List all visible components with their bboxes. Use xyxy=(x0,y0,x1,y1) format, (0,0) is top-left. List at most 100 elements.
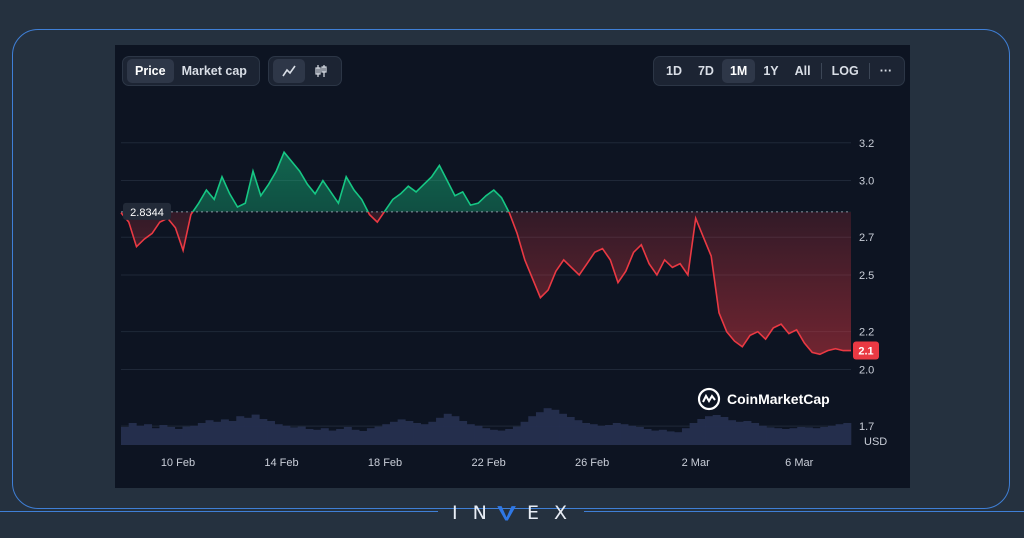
volume-bar xyxy=(620,424,629,445)
volume-bar xyxy=(420,424,429,445)
candlestick-icon xyxy=(315,65,327,77)
range-1d-button[interactable]: 1D xyxy=(666,64,682,78)
y-tick-label: 2.5 xyxy=(859,270,874,282)
volume-bar xyxy=(243,417,252,445)
volume-bar xyxy=(705,416,713,445)
volume-bar xyxy=(774,428,783,445)
range-all-button[interactable]: All xyxy=(794,64,811,78)
volume-bar xyxy=(666,431,675,445)
tab-market-cap[interactable]: Market cap xyxy=(181,64,247,78)
volume-bar xyxy=(735,421,744,445)
volume-bar xyxy=(274,424,283,445)
volume-bar xyxy=(635,427,644,445)
volume-bar xyxy=(512,426,521,445)
range-7d-button[interactable]: 7D xyxy=(697,64,714,78)
volume-bar xyxy=(220,419,229,445)
volume-bar xyxy=(443,413,452,445)
volume-bar xyxy=(305,429,314,445)
volume-bar xyxy=(820,427,829,445)
price-line-up xyxy=(191,150,510,212)
volume-bar xyxy=(382,424,391,445)
y-tick-label: 3.2 xyxy=(859,138,874,150)
volume-bar xyxy=(405,421,414,445)
volume-bar xyxy=(528,416,537,445)
watermark-text: CoinMarketCap xyxy=(727,391,830,407)
baseline-label-box xyxy=(123,202,171,220)
area-below-baseline xyxy=(121,211,851,355)
volume-bar xyxy=(267,421,275,445)
price-marketcap-toggle: Price Market cap xyxy=(122,56,260,86)
y-tick-label: 2.2 xyxy=(859,327,874,339)
toolbar-divider xyxy=(820,63,822,79)
volume-bar xyxy=(697,419,706,445)
range-1m-button[interactable]: 1M xyxy=(721,59,756,83)
volume-bar xyxy=(474,425,483,445)
volume-bar xyxy=(758,425,767,445)
volume-bar xyxy=(582,423,591,445)
volume-bar xyxy=(167,427,176,445)
volume-bar xyxy=(535,412,544,445)
volume-bar xyxy=(174,429,183,445)
volume-bar xyxy=(812,428,821,445)
volume-bar xyxy=(743,421,752,445)
tab-price[interactable]: Price xyxy=(127,59,174,83)
volume-bar xyxy=(566,417,575,445)
volume-bar xyxy=(797,427,806,445)
y-tick-label: 2.0 xyxy=(859,364,874,376)
log-scale-button[interactable]: LOG xyxy=(831,64,859,78)
volume-bar xyxy=(228,421,237,445)
volume-bar xyxy=(689,423,698,445)
volume-bar xyxy=(297,426,306,445)
range-1y-button[interactable]: 1Y xyxy=(763,64,779,78)
volume-bar xyxy=(658,429,667,445)
volume-bar xyxy=(151,428,160,445)
volume-bar xyxy=(804,427,813,445)
x-tick-label: 14 Feb xyxy=(264,457,298,469)
x-tick-label: 10 Feb xyxy=(161,457,195,469)
volume-bar xyxy=(290,427,299,445)
volume-bar xyxy=(328,430,337,445)
candlestick-button[interactable] xyxy=(305,59,337,83)
volume-bar xyxy=(574,420,583,445)
brand-text-right: EX xyxy=(526,502,582,524)
volume-bar xyxy=(259,419,268,445)
v-logo-icon xyxy=(497,506,516,521)
coinmarketcap-watermark: CoinMarketCap xyxy=(697,387,830,411)
volume-bar xyxy=(351,429,360,445)
baseline-label: 2.8344 xyxy=(130,207,164,219)
volume-bar xyxy=(320,428,329,445)
volume-bar xyxy=(843,423,852,445)
more-options-button[interactable]: ··· xyxy=(879,64,893,78)
x-tick-label: 18 Feb xyxy=(368,457,402,469)
volume-bar xyxy=(413,423,421,445)
brand-text-left: IN xyxy=(452,502,502,524)
line-chart-icon xyxy=(282,65,296,77)
y-tick-label: 1.7 xyxy=(859,421,874,433)
volume-bar xyxy=(505,429,514,445)
volume-bar xyxy=(628,425,637,445)
toolbar-divider xyxy=(868,63,870,79)
price-line-down xyxy=(120,211,851,356)
x-tick-label: 22 Feb xyxy=(471,457,505,469)
volume-bar xyxy=(236,416,245,445)
volume-bar xyxy=(374,426,383,445)
volume-bar xyxy=(827,425,836,445)
price-chart: 3.2 3.0 2.7 2.5 2.2 2.0 1.7 USD 10 Feb 14 Feb 18 F… xyxy=(120,138,887,469)
line-chart-button[interactable] xyxy=(273,59,305,83)
volume-bar xyxy=(497,430,506,445)
volume-bar xyxy=(466,424,475,445)
volume-bar xyxy=(489,429,498,445)
volume-bar xyxy=(712,415,721,445)
volume-bar xyxy=(213,421,222,445)
volume-bar xyxy=(589,424,598,445)
volume-bar xyxy=(835,424,844,445)
volume-bar xyxy=(520,421,529,445)
chart-view-toggle xyxy=(268,56,342,86)
volume-bar xyxy=(251,414,260,445)
volume-bar xyxy=(597,425,606,445)
volume-bar xyxy=(551,409,560,445)
volume-bar xyxy=(651,430,660,445)
volume-bar xyxy=(336,429,345,445)
volume-bar xyxy=(282,425,291,445)
volume-bar xyxy=(313,429,322,445)
